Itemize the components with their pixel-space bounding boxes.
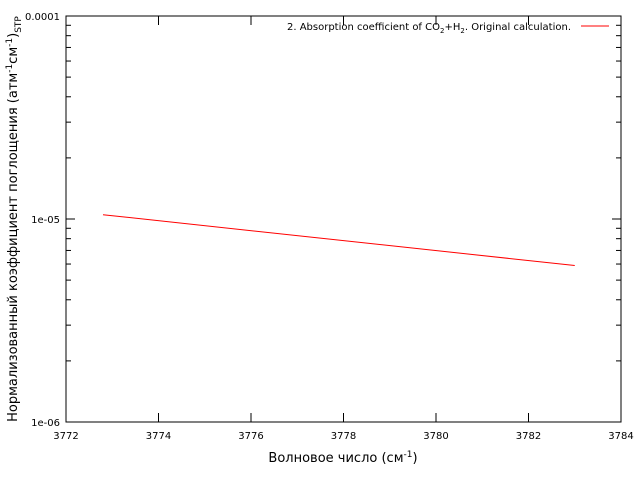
series-layer	[102, 214, 575, 267]
x-axis-title: Волновое число (см-1)	[268, 450, 417, 466]
y-axis-title: Нормализованный коэффициент поглощения (…	[5, 16, 24, 422]
series-line	[102, 214, 575, 267]
legend-label: 2. Absorption coefficient of CO2+H2. Ori…	[287, 22, 571, 35]
plot-frame	[65, 15, 622, 423]
tick-marks	[65, 15, 622, 423]
x-tick-label: 3782	[516, 431, 541, 442]
y-tick-label: 1e-05	[31, 215, 60, 226]
y-tick-labels: 1e-06 1e-05 0.0001	[25, 12, 60, 429]
x-tick-label: 3778	[331, 431, 356, 442]
x-tick-label: 3780	[423, 431, 448, 442]
x-tick-label: 3776	[238, 431, 263, 442]
y-tick-label: 1e-06	[31, 418, 60, 429]
x-tick-labels: 3772 3774 3776 3778 3780 3782 3784	[53, 431, 633, 442]
x-tick-label: 3774	[146, 431, 171, 442]
x-tick-label: 3784	[608, 431, 633, 442]
legend: 2. Absorption coefficient of CO2+H2. Ori…	[287, 22, 609, 35]
x-tick-label: 3772	[53, 431, 78, 442]
y-tick-label: 0.0001	[25, 12, 60, 23]
